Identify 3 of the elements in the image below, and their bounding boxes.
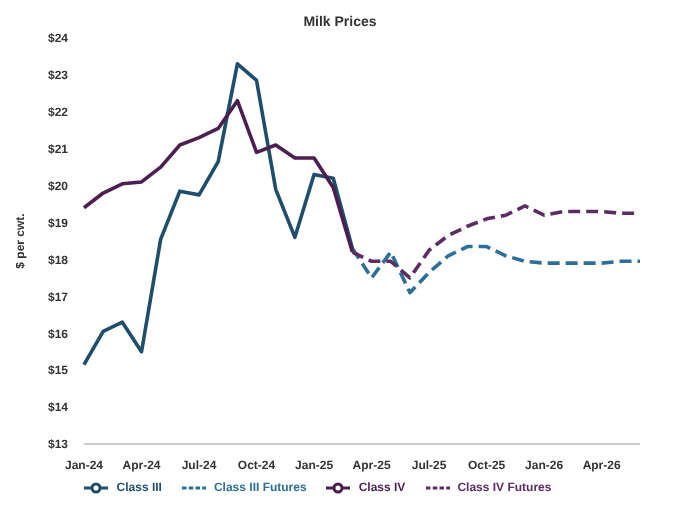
line-series	[82, 98, 355, 254]
line-series	[350, 244, 642, 295]
line-series	[82, 62, 355, 367]
